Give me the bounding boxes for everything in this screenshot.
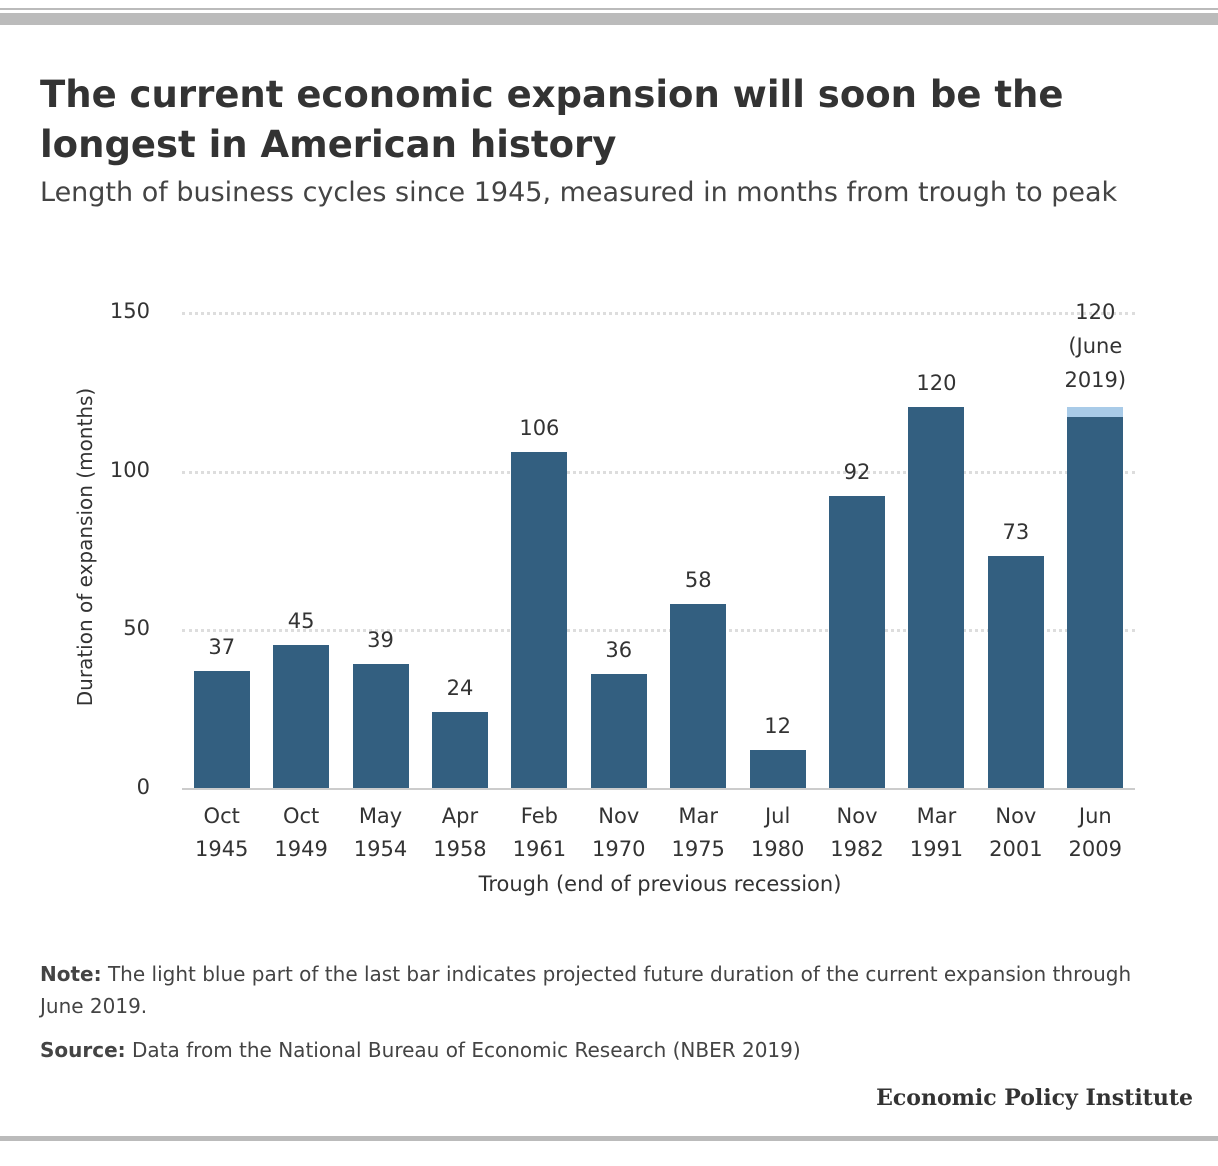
value-label: 37 xyxy=(208,634,236,659)
note-text: The light blue part of the last bar indi… xyxy=(40,962,1132,1018)
x-tick-label: Oct 1945 xyxy=(194,804,249,861)
bar xyxy=(431,711,488,788)
top-rule xyxy=(0,8,1218,10)
y-tick-label: 150 xyxy=(109,299,150,323)
value-label: 12 xyxy=(764,713,791,738)
bar xyxy=(1067,416,1124,788)
value-label: 58 xyxy=(684,567,712,592)
bar xyxy=(749,749,806,788)
value-label: 92 xyxy=(843,460,871,485)
x-tick-label: Oct 1949 xyxy=(274,804,328,861)
bottom-rule xyxy=(0,1136,1218,1141)
bar xyxy=(987,556,1044,788)
source-text: Data from the National Bureau of Economi… xyxy=(132,1038,801,1062)
bar xyxy=(670,603,727,788)
y-tick-label: 0 xyxy=(136,775,150,799)
x-tick-label: Feb 1961 xyxy=(512,804,567,861)
value-label: 39 xyxy=(367,628,394,653)
x-tick-label: Jul 1980 xyxy=(750,804,805,861)
y-tick-label: 50 xyxy=(123,616,150,641)
x-tick-label: Jun 2009 xyxy=(1068,804,1122,861)
grid-line xyxy=(182,312,1135,315)
value-label: 36 xyxy=(605,637,633,662)
x-tick-label: Apr 1958 xyxy=(433,804,487,861)
chart-subtitle: Length of business cycles since 1945, me… xyxy=(40,177,1118,208)
bar xyxy=(590,673,647,788)
x-axis-label: Trough (end of previous recession) xyxy=(478,872,842,896)
value-label: 120 xyxy=(916,371,957,396)
grid-line xyxy=(182,470,1135,474)
baseline xyxy=(182,788,1135,790)
x-tick-label: Nov 2001 xyxy=(989,804,1043,861)
bar xyxy=(273,645,330,788)
brand: Economic Policy Institute xyxy=(876,1085,1193,1111)
note: Note: The light blue part of the last ba… xyxy=(40,958,1140,1022)
x-tick-label: Nov 1982 xyxy=(830,804,884,861)
y-axis-label: Duration of expansion (months) xyxy=(73,387,97,707)
bar xyxy=(352,664,409,788)
source-label: Source: xyxy=(40,1038,126,1062)
y-tick-label: 100 xyxy=(109,457,150,482)
value-label: 45 xyxy=(287,609,315,634)
source: Source: Data from the National Bureau of… xyxy=(40,1034,1140,1066)
grid-line xyxy=(182,629,1135,633)
value-label: 106 xyxy=(519,415,560,440)
bar xyxy=(193,670,250,788)
chart-title: The current economic expansion will soon… xyxy=(40,73,1064,166)
value-label: 24 xyxy=(446,675,474,700)
top-band xyxy=(0,13,1218,25)
x-tick-label: Nov 1970 xyxy=(592,804,646,861)
x-tick-label: Mar 1991 xyxy=(909,804,964,861)
x-tick-label: May 1954 xyxy=(353,804,408,861)
bar xyxy=(908,407,965,788)
x-tick-label: Mar 1975 xyxy=(671,804,725,861)
bar xyxy=(1067,407,1124,417)
bar xyxy=(829,496,886,788)
annotation: 120 (June 2019) xyxy=(1064,300,1127,393)
bar xyxy=(511,451,568,788)
value-label: 73 xyxy=(1002,520,1030,545)
note-label: Note: xyxy=(40,962,102,986)
